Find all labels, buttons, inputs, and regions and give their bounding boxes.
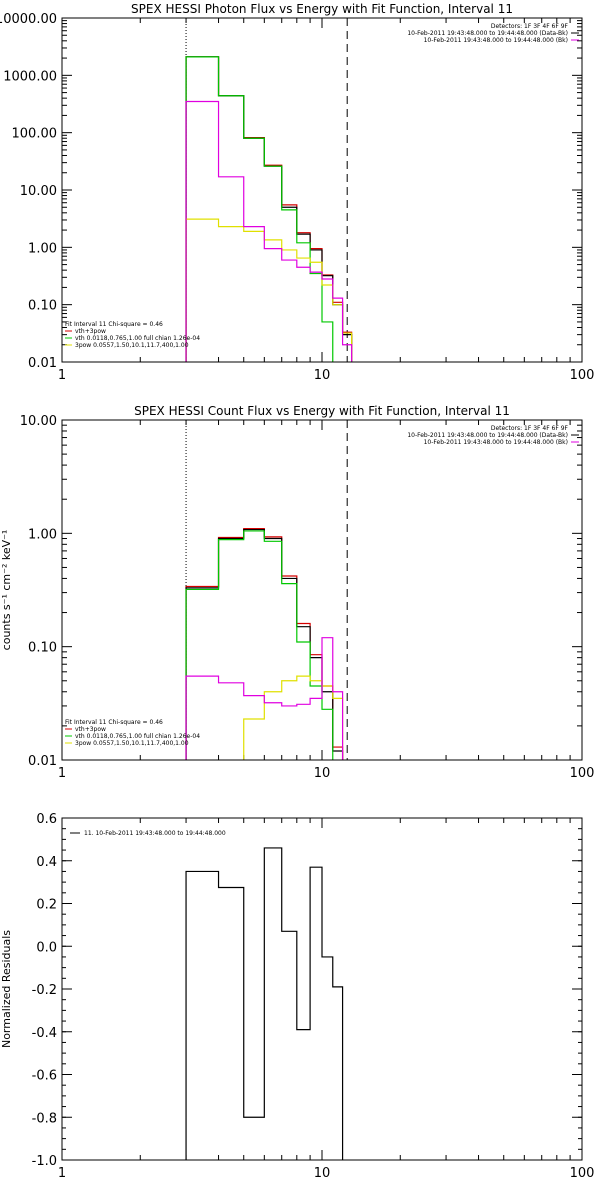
legend-text: vth+3pow	[75, 726, 106, 733]
legend-text: Fit Interval 11 Chi-square = 0.46	[65, 321, 163, 328]
legend-text: Fit Interval 11 Chi-square = 0.46	[65, 719, 163, 726]
header-text: Detectors: 1F 3F 4F 6F 9F	[491, 425, 569, 432]
x-tick-label: 1	[58, 766, 66, 781]
y-tick-label: 1000.00	[3, 69, 57, 84]
legend-text: 3pow 0.0557,1.50,10.1,11.7,400,1.00	[75, 740, 189, 747]
y-axis-label: Normalized Residuals	[0, 930, 13, 1048]
legend-text: 11. 10-Feb-2011 19:43:48.000 to 19:44:48…	[84, 830, 226, 837]
series-line-2	[185, 56, 334, 362]
series-line-2	[185, 530, 334, 760]
x-tick-label: 100	[570, 1166, 595, 1181]
legend-text: vth+3pow	[75, 328, 106, 335]
series-line-3	[185, 218, 353, 362]
series-line-4	[185, 100, 353, 362]
legend-text: vth 0.0118,0.765,1.00 full chian 1.26e-0…	[75, 733, 200, 740]
y-axis-label: counts s⁻¹ cm⁻² keV⁻¹	[0, 530, 13, 651]
plot-frame	[61, 817, 583, 1161]
series-line-0	[185, 56, 353, 362]
x-tick-label: 1	[58, 368, 66, 383]
series-line-4	[185, 637, 344, 760]
x-tick-label: 10	[314, 368, 331, 383]
x-tick-label: 10	[314, 1166, 331, 1181]
y-tick-label: 1.00	[28, 527, 57, 542]
y-tick-label: 1.00	[28, 241, 57, 256]
header-text: 10-Feb-2011 19:43:48.000 to 19:44:48.000…	[424, 37, 568, 44]
series-line-3	[243, 675, 344, 760]
series-line-1	[185, 56, 353, 362]
chart-title: SPEX HESSI Count Flux vs Energy with Fit…	[134, 404, 510, 418]
y-tick-label: 0.4	[36, 855, 57, 870]
y-tick-label: -0.2	[32, 983, 57, 998]
y-tick-label: -0.6	[32, 1069, 57, 1084]
x-tick-label: 1	[58, 1166, 66, 1181]
y-tick-label: 10.00	[20, 414, 57, 429]
y-tick-label: 0.6	[36, 812, 57, 827]
header-text: 10-Feb-2011 19:43:48.000 to 19:44:48.000…	[407, 30, 568, 37]
header-text: Detectors: 1F 3F 4F 6F 9F	[491, 23, 569, 30]
legend-text: vth 0.0118,0.765,1.00 full chian 1.26e-0…	[75, 335, 200, 342]
chart-title: SPEX HESSI Photon Flux vs Energy with Fi…	[131, 2, 513, 16]
y-tick-label: 10000.00	[0, 12, 57, 27]
y-tick-label: 0.10	[28, 641, 57, 656]
series-line-1	[185, 528, 344, 760]
header-text: 10-Feb-2011 19:43:48.000 to 19:44:48.000…	[424, 439, 568, 446]
y-tick-label: -0.4	[32, 1026, 57, 1041]
y-tick-label: 0.01	[28, 754, 57, 769]
y-tick-label: 10.00	[20, 184, 57, 199]
y-tick-label: -1.0	[32, 1154, 57, 1169]
y-tick-label: 0.10	[28, 299, 57, 314]
y-tick-label: 0.01	[28, 356, 57, 371]
plot-frame	[61, 419, 583, 761]
x-tick-label: 100	[570, 766, 595, 781]
series-line-0	[185, 847, 344, 1160]
header-text: 10-Feb-2011 19:43:48.000 to 19:44:48.000…	[407, 432, 568, 439]
y-tick-label: 100.00	[12, 127, 58, 142]
y-tick-label: 0.0	[36, 940, 57, 955]
plot-frame	[61, 17, 583, 363]
y-tick-label: -0.8	[32, 1111, 57, 1126]
legend-text: 3pow 0.0557,1.50,10.1,11.7,400,1.00	[75, 342, 189, 349]
y-tick-label: 0.2	[36, 898, 57, 913]
x-tick-label: 10	[314, 766, 331, 781]
x-tick-label: 100	[570, 368, 595, 383]
